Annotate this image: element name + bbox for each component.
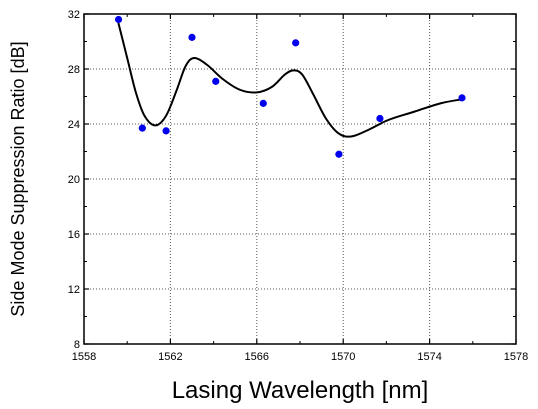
data-point xyxy=(212,77,220,85)
y-axis-title: Side Mode Suppression Ratio [dB] xyxy=(8,41,28,316)
x-tick-label: 1574 xyxy=(417,351,441,363)
data-point xyxy=(114,15,123,24)
grid-lines xyxy=(84,14,516,344)
tick-labels: 1558 1562 1566 1570 1574 1578 8 12 16 20 24 28 32 xyxy=(68,9,528,363)
data-point xyxy=(458,94,466,102)
y-tick-label: 24 xyxy=(68,119,80,131)
x-tick-label: 1566 xyxy=(245,351,269,363)
x-axis-title: Lasing Wavelength [nm] xyxy=(172,377,429,404)
axes xyxy=(83,13,517,345)
y-tick-label: 32 xyxy=(68,9,80,21)
y-tick-label: 28 xyxy=(68,64,80,76)
data-point xyxy=(376,114,384,123)
x-tick-label: 1570 xyxy=(331,351,355,363)
data-points-layer xyxy=(114,15,466,158)
y-tick-label: 8 xyxy=(74,339,80,351)
x-tick-label: 1578 xyxy=(504,351,528,363)
data-point xyxy=(188,33,196,41)
data-point xyxy=(292,39,300,47)
x-tick-label: 1558 xyxy=(72,351,96,363)
fit-curve xyxy=(117,22,463,138)
y-tick-label: 12 xyxy=(68,284,80,296)
fit-curve-layer xyxy=(117,22,463,138)
data-point xyxy=(162,127,170,135)
x-tick-label: 1562 xyxy=(158,351,182,363)
y-tick-label: 16 xyxy=(68,229,80,241)
data-point xyxy=(138,124,146,132)
y-tick-label: 20 xyxy=(68,174,80,186)
data-point xyxy=(335,150,343,158)
data-point xyxy=(259,99,267,107)
